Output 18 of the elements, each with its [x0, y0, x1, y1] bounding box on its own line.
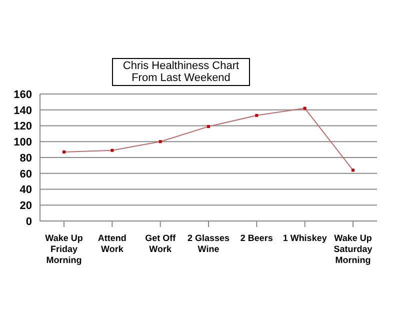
y-tick-label: 160	[14, 88, 32, 101]
y-tick-label: 40	[20, 184, 32, 196]
x-tick-label: 2 Beers	[240, 233, 273, 243]
x-tick-label: Wake Up Friday Morning	[45, 233, 84, 265]
x-tick-label: Get Off Work	[145, 233, 177, 254]
y-tick-label: 140	[14, 104, 32, 117]
y-tick-label: 80	[20, 152, 32, 164]
line-series	[62, 106, 354, 172]
y-tick-label: 20	[20, 200, 32, 212]
y-tick-label: 120	[14, 120, 32, 133]
y-tick-label: 100	[14, 136, 32, 149]
x-tick-label: 1 Whiskey	[282, 233, 327, 243]
y-tick-label: 0	[26, 216, 32, 228]
x-tick-label: 2 Glasses Wine	[187, 233, 230, 254]
x-tick-label: Wake Up Saturday Morning	[334, 233, 372, 265]
y-tick-label: 60	[20, 168, 32, 180]
x-tick-label: Attend Work	[98, 233, 126, 254]
chart-title: Chris Healthiness Chart From Last Weekend	[113, 60, 249, 84]
